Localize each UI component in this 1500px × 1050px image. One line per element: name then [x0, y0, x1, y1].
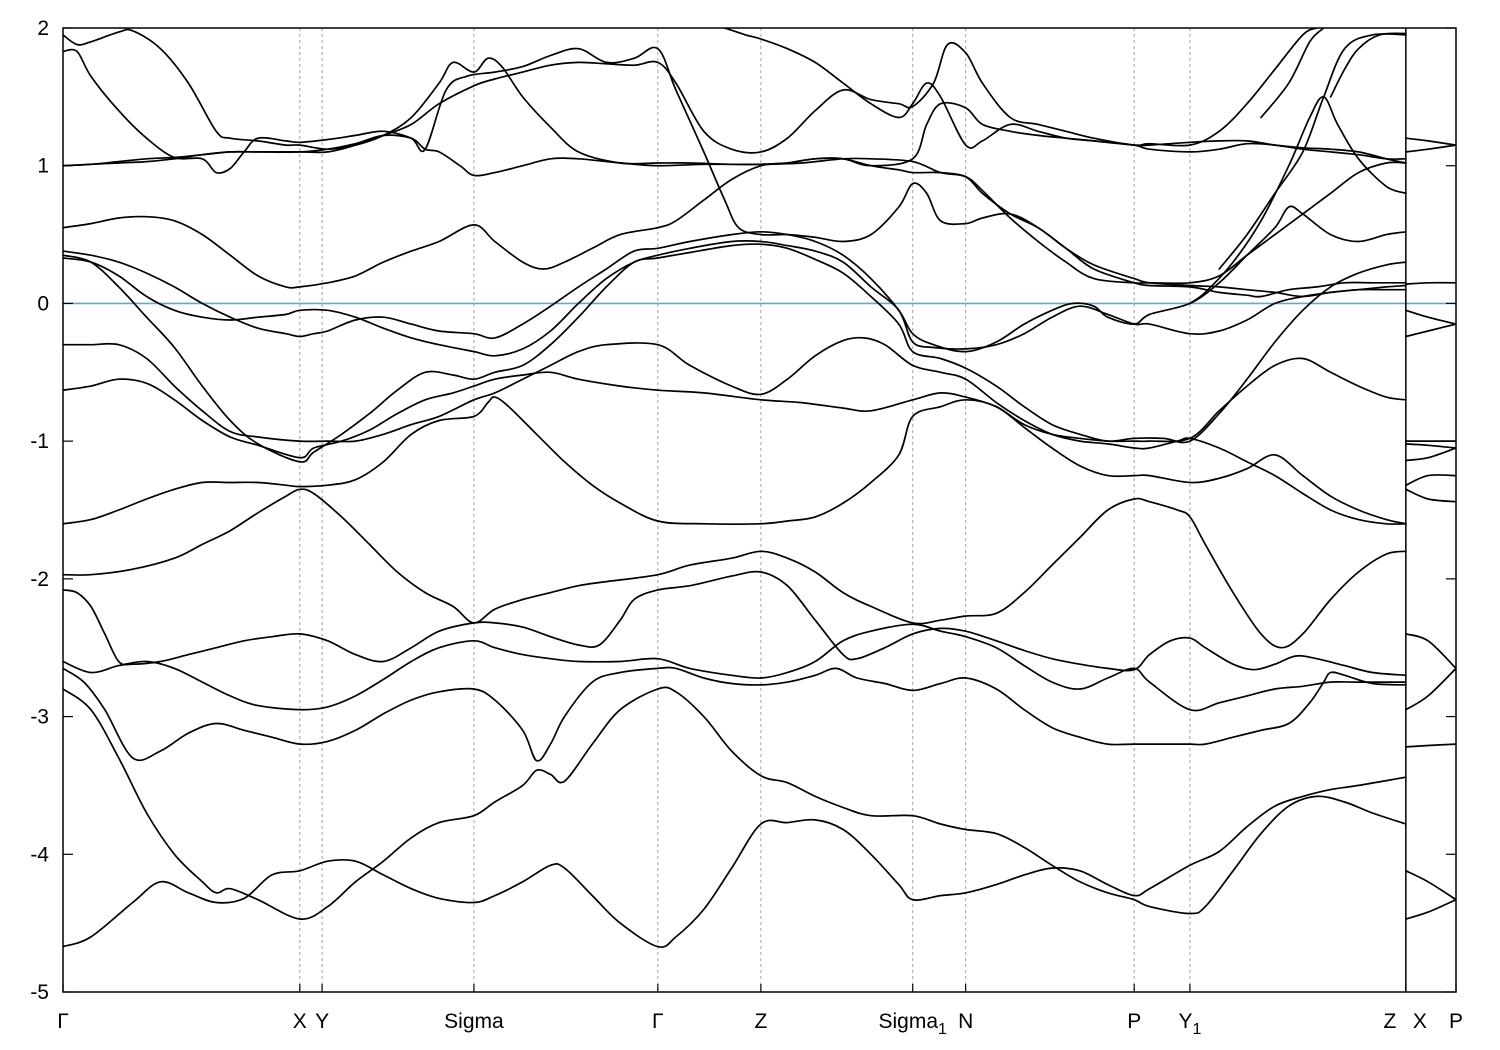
y-tick-label: -5	[30, 981, 49, 1004]
band-xp-5	[1405, 323, 1456, 338]
band-xp-15	[1405, 898, 1456, 920]
y-tick-label: 1	[37, 155, 49, 178]
x-tick-label: X	[1413, 1010, 1427, 1033]
x-tick-label: P	[1449, 1010, 1463, 1033]
x-tick-label: Sigma	[444, 1010, 504, 1033]
band-xp-14	[1405, 869, 1456, 901]
y-tick-labels: -5 -4 -3 -2 -1 0 1 2	[30, 17, 49, 1004]
band-xp-11	[1405, 633, 1456, 670]
y-tick-label: -3	[30, 706, 49, 729]
band-18	[723, 28, 1407, 164]
band-2	[63, 686, 1407, 920]
band-xp-9	[1405, 474, 1456, 487]
x-tick-label: Z	[754, 1010, 767, 1033]
high-symmetry-lines	[299, 28, 1407, 992]
band-7	[63, 396, 1407, 525]
x-tick-label: Γ	[57, 1010, 69, 1033]
plot-frame	[62, 27, 1457, 993]
band-20	[1218, 33, 1407, 270]
band-8	[63, 357, 1407, 459]
x-tick-labels: Γ X Y Sigma Γ Z Sigma1 N P Y1 Z X P	[57, 1010, 1463, 1038]
band-13	[63, 157, 1407, 289]
band-xp-4	[1405, 309, 1456, 325]
band-xp-13	[1405, 743, 1456, 748]
band-15	[63, 46, 1407, 298]
y-tick-label: 0	[37, 292, 49, 315]
band-22	[1329, 32, 1407, 98]
x-tick-label: Sigma1	[879, 1010, 948, 1038]
x-tick-label: P	[1127, 1010, 1141, 1033]
y-tick-label: -1	[30, 430, 49, 453]
y-tick-label: -2	[30, 568, 49, 591]
band-10	[63, 243, 1407, 463]
band-16	[63, 28, 1407, 167]
axis-ticks	[62, 27, 1457, 993]
band-9	[63, 336, 1407, 525]
band-xp-8	[1405, 447, 1456, 462]
band-curves	[63, 28, 1456, 948]
band-6	[63, 488, 1407, 649]
band-4	[63, 623, 1407, 712]
x-tick-label: Y	[315, 1010, 329, 1033]
y-tick-label: 2	[37, 17, 49, 40]
band-14	[63, 134, 1407, 298]
x-tick-label: Γ	[652, 1010, 664, 1033]
band-xp-7	[1405, 443, 1456, 449]
x-tick-label: X	[293, 1010, 307, 1033]
band-xp-12	[1405, 667, 1456, 711]
band-xp-3	[1405, 281, 1456, 285]
band-17	[63, 28, 1318, 167]
band-21	[1260, 28, 1325, 119]
x-tick-label: Z	[1383, 1010, 1396, 1033]
band-xp-1	[1405, 144, 1456, 153]
band-xp-10	[1405, 488, 1456, 503]
band-19	[1189, 96, 1407, 305]
band-11	[63, 239, 1407, 357]
x-tick-label: Y1	[1178, 1010, 1201, 1038]
x-tick-label: N	[958, 1010, 973, 1033]
band-xp-2	[1405, 137, 1456, 146]
band-5	[63, 570, 1407, 677]
band-1	[63, 776, 1407, 948]
band-3	[63, 666, 1407, 762]
y-tick-label: -4	[30, 843, 49, 866]
